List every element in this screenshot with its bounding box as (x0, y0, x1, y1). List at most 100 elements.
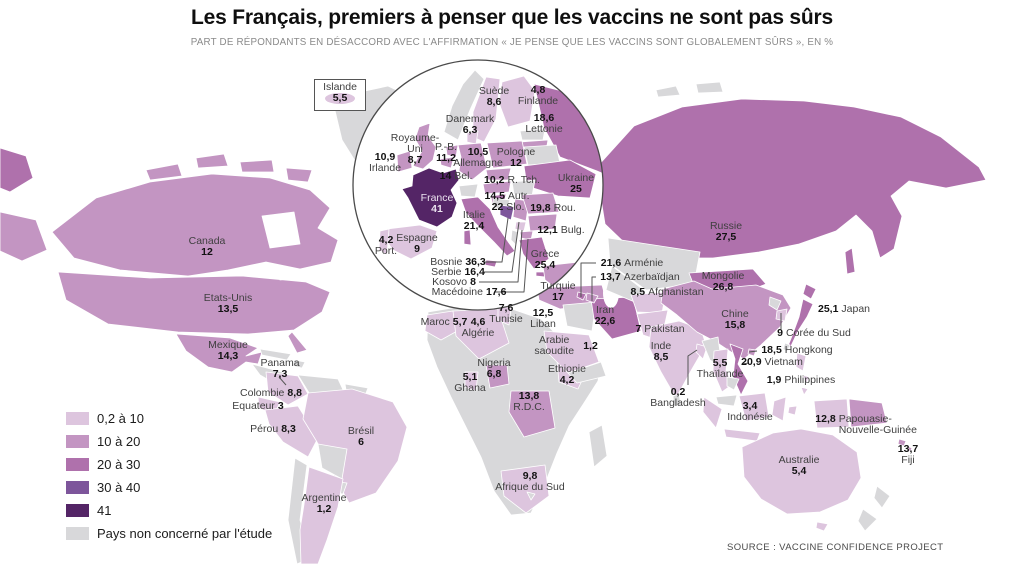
shape-arctic-islands (655, 81, 724, 98)
shape-finland (498, 75, 536, 128)
leader-panama (278, 376, 287, 386)
legend-label: 30 à 40 (97, 479, 141, 495)
shape-norway (443, 69, 485, 141)
shape-great-lakes (275, 267, 297, 281)
shape-china (660, 280, 792, 360)
shape-japan (785, 283, 817, 352)
legend-swatch-20-30 (66, 457, 89, 471)
leader-hong-kong (748, 350, 758, 353)
legend-label: 0,2 à 10 (97, 410, 144, 426)
leader-bosnia (483, 217, 509, 263)
shape-belgium (439, 156, 455, 169)
shape-united-kingdom (412, 122, 437, 170)
shape-estonia (519, 128, 546, 141)
shape-portugal (378, 228, 390, 256)
shape-yemen-oman (567, 361, 607, 384)
legend: 0,2 à 10 10 à 20 20 à 30 30 à 40 41 Pays… (66, 411, 272, 549)
shape-new-zealand (857, 485, 891, 532)
legend-item: 30 à 40 (66, 479, 272, 495)
shape-mexico (175, 333, 263, 373)
legend-swatch-0-10 (66, 411, 89, 425)
shape-germany (457, 142, 488, 181)
shape-morocco (424, 310, 460, 341)
shape-bangladesh (695, 343, 708, 360)
shape-india (648, 320, 707, 399)
shape-russia (595, 98, 987, 259)
leader-kosovo (479, 229, 523, 283)
shape-taiwan (782, 342, 791, 353)
shape-france (401, 167, 460, 228)
shape-argentina (299, 466, 344, 564)
europe-inset (352, 59, 604, 311)
shape-hungary (511, 179, 536, 197)
shape-alaska (0, 211, 48, 262)
leader-lines (278, 217, 782, 386)
shape-united-states (57, 271, 331, 354)
shape-malaysia (715, 394, 738, 407)
legend-swatch-41 (66, 503, 89, 517)
legend-swatch-10-20 (66, 434, 89, 448)
shape-canada (51, 173, 339, 277)
leader-macedonia (494, 238, 529, 293)
inset-countries (378, 69, 603, 292)
leader-azerbaijan (591, 276, 596, 301)
legend-item: 10 à 20 (66, 433, 272, 449)
shape-sri-lanka (672, 393, 682, 407)
shape-hong-kong (747, 348, 757, 357)
legend-item: 41 (66, 502, 272, 518)
legend-label: Pays non concerné par l'étude (97, 525, 273, 541)
shape-switzerland (458, 183, 479, 198)
source-credit: SOURCE : VACCINE CONFIDENCE PROJECT (727, 542, 944, 553)
leader-vietnam (741, 362, 750, 365)
shape-bulgaria (527, 213, 558, 232)
legend-label: 20 à 30 (97, 456, 141, 472)
shape-levant (562, 301, 597, 332)
shape-philippines (795, 352, 810, 396)
iceland-callout-box: Islande 5,5 (314, 79, 366, 111)
shape-ireland (396, 150, 413, 173)
page-subtitle: PART DE RÉPONDANTS EN DÉSACCORD AVEC L'A… (190, 37, 834, 48)
shape-papua-new-guinea (848, 398, 888, 428)
shape-south-africa (500, 464, 550, 514)
country-name: Islande (323, 81, 357, 93)
shape-ghana (464, 371, 479, 392)
shape-fiji (897, 438, 913, 453)
shape-poland (486, 140, 528, 169)
shape-nigeria (485, 364, 510, 389)
shape-madagascar (588, 424, 608, 468)
legend-label: 10 à 20 (97, 433, 141, 449)
shape-russia-west-wrap (0, 147, 34, 193)
shape-australia (741, 428, 862, 532)
legend-swatch-not-covered (66, 526, 89, 540)
shape-denmark (466, 130, 479, 145)
shape-lesotho (526, 491, 536, 501)
legend-label: 41 (97, 502, 112, 518)
leader-bangladesh (687, 349, 698, 385)
shape-kosovo (514, 221, 527, 232)
shape-sakhalin (844, 247, 856, 275)
shape-caribbean (259, 348, 306, 369)
legend-item: 0,2 à 10 (66, 410, 272, 426)
shape-vietnam (729, 343, 749, 396)
shape-bosnia (499, 204, 515, 221)
shape-romania (521, 192, 560, 215)
shape-czech-republic (485, 167, 512, 181)
shape-west-papua (813, 398, 850, 429)
shape-netherlands (445, 144, 459, 158)
iceland-shape (325, 93, 355, 104)
shape-austria (482, 180, 512, 195)
legend-swatch-30-40 (66, 480, 89, 494)
shape-hudson-bay (261, 211, 301, 249)
shape-drc (508, 390, 556, 438)
shape-colombia (265, 371, 309, 406)
leader-serbia (484, 221, 520, 273)
shape-north-korea (768, 296, 782, 311)
leader-armenia (580, 262, 596, 297)
shape-cambodia (726, 376, 740, 391)
country-value: 5,5 (332, 92, 348, 104)
shape-canada-arctic-islands (145, 153, 313, 183)
shape-brazil (302, 388, 408, 504)
inset-rim (352, 59, 604, 311)
